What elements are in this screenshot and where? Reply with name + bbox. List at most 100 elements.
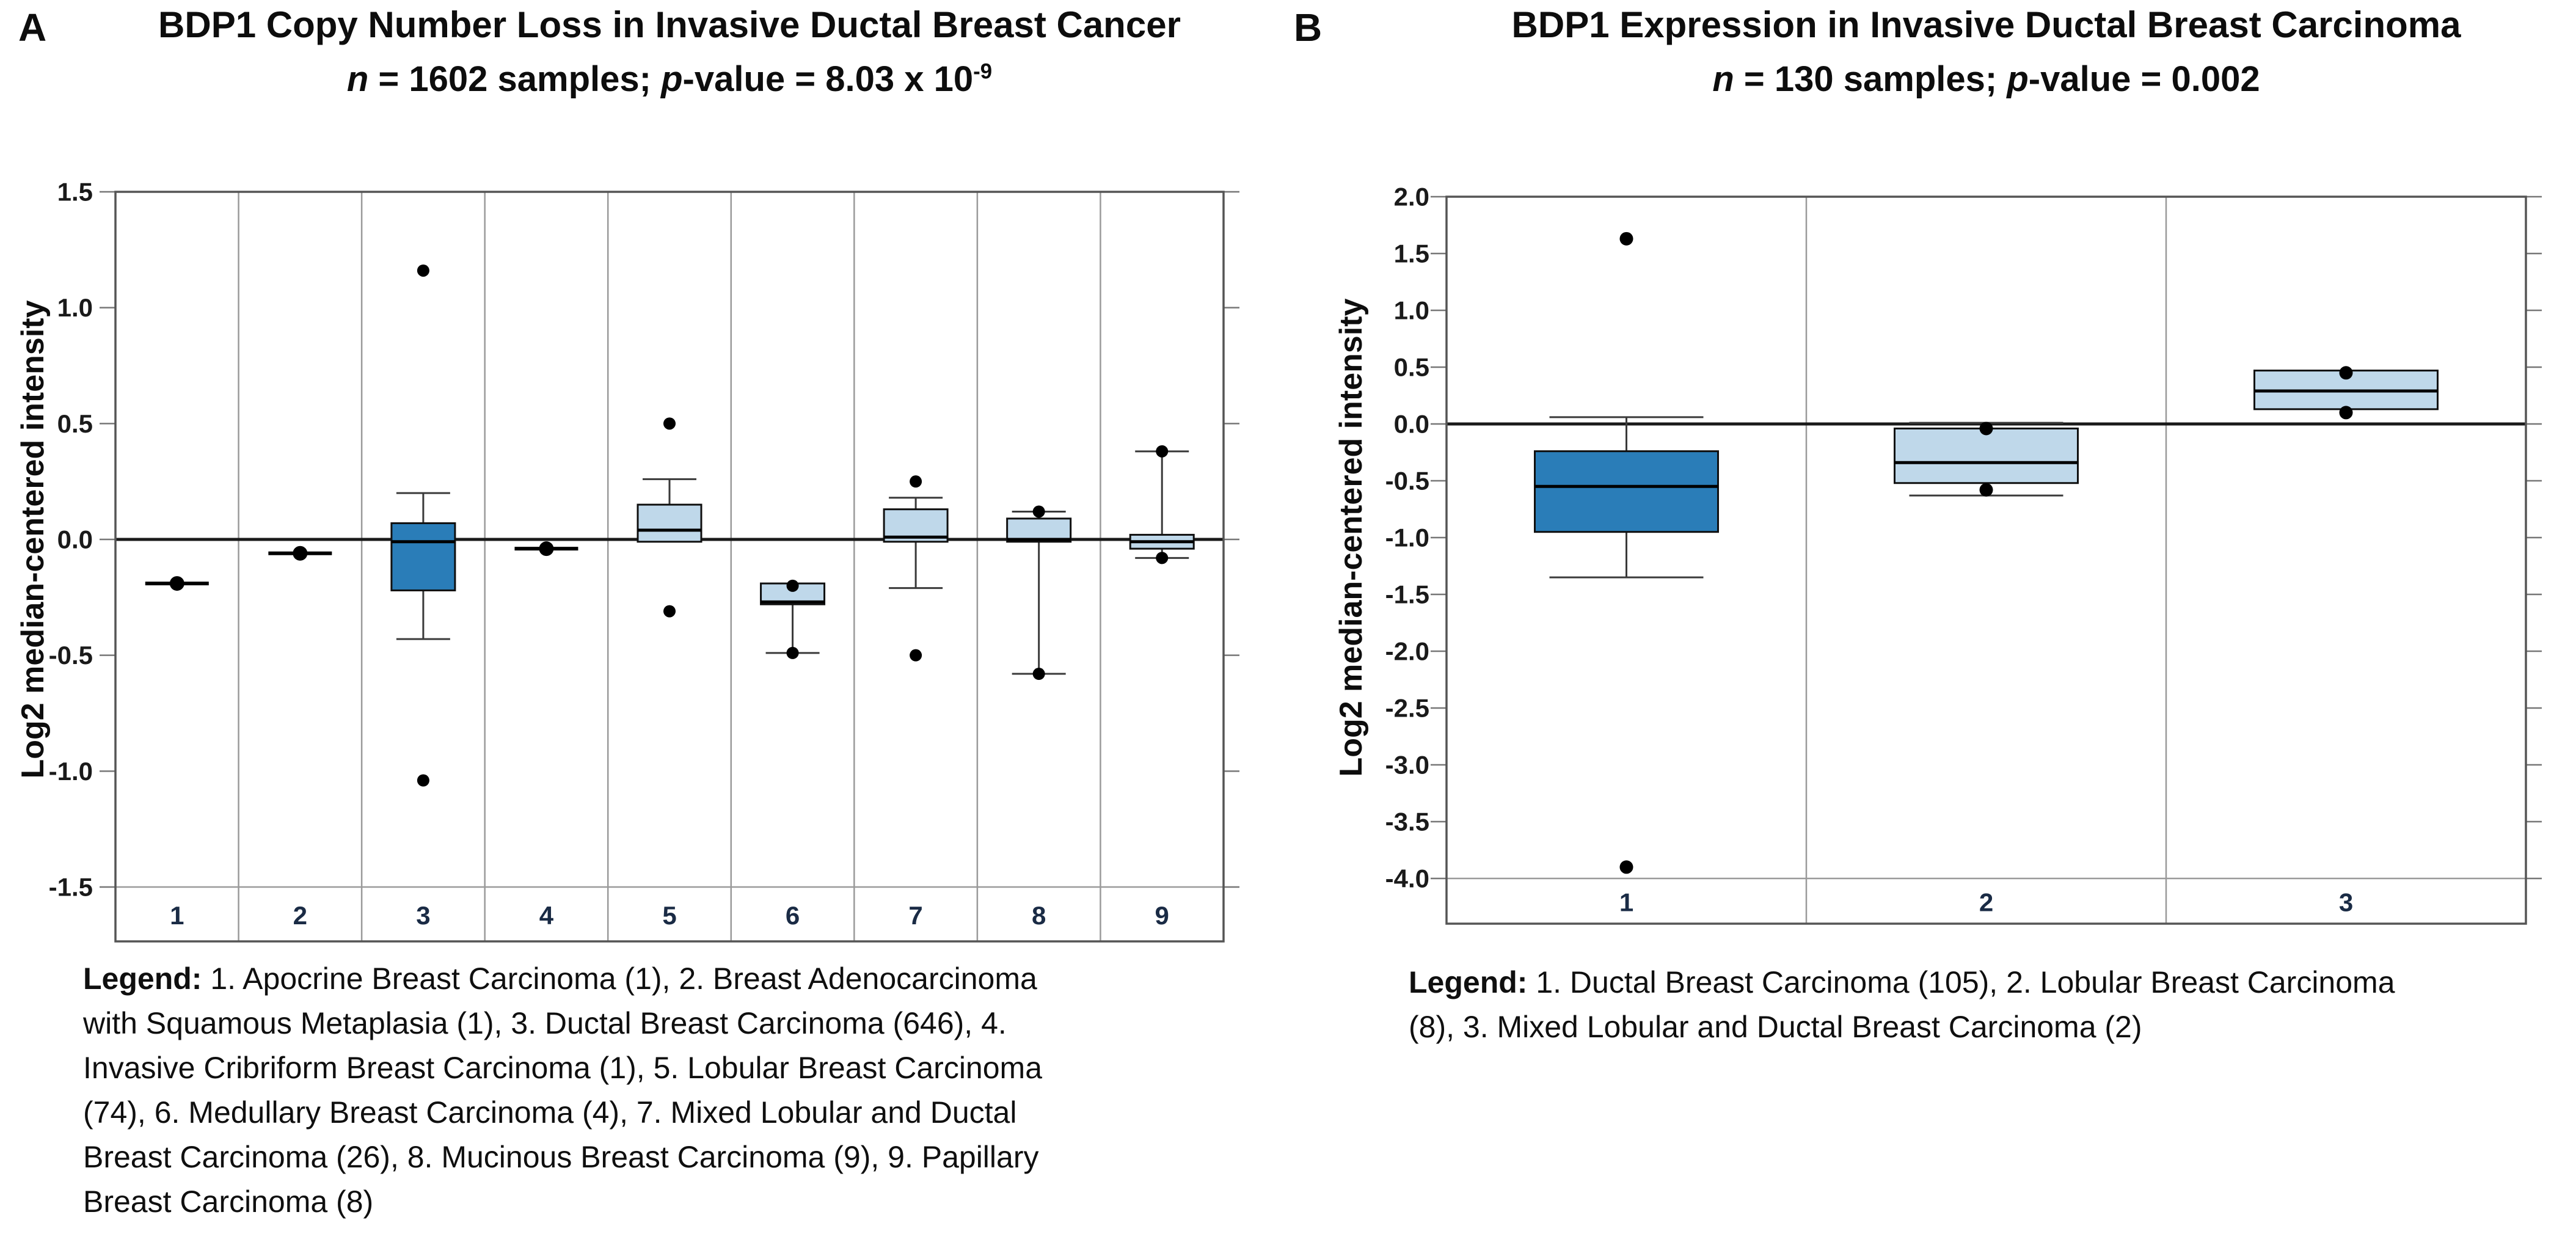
legend-line: Legend: 1. Ductal Breast Carcinoma (105)… [1409, 965, 2395, 999]
category-label: 3 [416, 901, 430, 930]
category-label: 6 [786, 901, 800, 930]
outlier-dot [663, 605, 676, 618]
y-tick-label: 1.5 [57, 178, 93, 206]
point-group [268, 546, 332, 561]
y-tick-label: -2.5 [1385, 694, 1429, 723]
subtitle-fragment: = 130 samples; [1734, 59, 2007, 99]
category-label: 8 [1032, 901, 1046, 930]
legend-line: (74), 6. Medullary Breast Carcinoma (4),… [83, 1095, 1017, 1130]
outlier-dot [663, 417, 676, 430]
subtitle-fragment: p [2007, 59, 2029, 99]
y-tick-label: 0.0 [57, 525, 93, 554]
outlier-dot [1979, 483, 1993, 497]
legend-line: with Squamous Metaplasia (1), 3. Ductal … [83, 1006, 1007, 1040]
outlier-dot [1619, 860, 1633, 874]
plot-border [1445, 195, 2527, 925]
panel-b-title: BDP1 Expression in Invasive Ductal Breas… [1511, 4, 2461, 45]
legend-prefix: Legend: [83, 962, 211, 996]
category-label: 2 [293, 901, 307, 930]
outlier-dot [1156, 445, 1169, 458]
category-label: 1 [170, 901, 184, 930]
outlier-dot [1619, 232, 1633, 246]
category-label: 5 [662, 901, 676, 930]
category-label: 3 [2339, 888, 2353, 917]
panel-a-title: BDP1 Copy Number Loss in Invasive Ductal… [158, 4, 1181, 45]
y-tick-label: -3.5 [1385, 808, 1429, 836]
y-tick-label: 1.0 [57, 293, 93, 322]
outlier-dot [910, 649, 922, 662]
legend-line: (8), 3. Mixed Lobular and Ductal Breast … [1409, 1010, 2142, 1044]
iqr-box [1894, 427, 2079, 484]
subtitle-fragment: -9 [973, 59, 993, 84]
y-tick-label: -2.0 [1385, 637, 1429, 666]
box-group [1129, 445, 1195, 564]
category-label: 9 [1155, 901, 1169, 930]
y-tick-label: -0.5 [1385, 467, 1429, 495]
category-label: 1 [1619, 888, 1633, 917]
y-tick-label: 1.5 [1394, 239, 1429, 268]
iqr-box [1534, 450, 1719, 533]
box-group [1534, 232, 1719, 874]
box-group [883, 475, 949, 662]
box-group [1006, 505, 1072, 681]
panel-a-legend: Legend: 1. Apocrine Breast Carcinoma (1)… [83, 957, 1195, 1224]
outlier-dot [1156, 552, 1169, 564]
outlier-dot [1032, 668, 1045, 681]
box-group [1894, 422, 2079, 497]
panel-b-label: B [1294, 5, 1323, 49]
outlier-dot [1032, 505, 1045, 518]
outlier-dot [417, 774, 429, 787]
box-group [390, 264, 456, 787]
outlier-dot [786, 646, 799, 659]
panel-a-subtitle: n = 1602 samples; p-value = 8.03 x 10-9 [115, 59, 1224, 100]
subtitle-fragment: -value = 0.002 [2028, 59, 2260, 99]
y-tick-label: -3.0 [1385, 751, 1429, 779]
y-tick-label: -1.5 [1385, 580, 1429, 609]
panel-b-legend: Legend: 1. Ductal Breast Carcinoma (105)… [1409, 960, 2563, 1050]
subtitle-fragment: n [1712, 59, 1734, 99]
subtitle-fragment: -value = 8.03 x 10 [682, 59, 974, 99]
outlier-dot [786, 579, 799, 592]
legend-line: Invasive Cribriform Breast Carcinoma (1)… [83, 1051, 1042, 1085]
outlier-dot [2339, 366, 2353, 380]
y-tick-label: -0.5 [49, 641, 93, 670]
panel-a-plot: 1.5 1.0 0.5 0.0 -0.5 -1.0 -1.5 Log2 median-cent… [15, 178, 1239, 943]
category-label: 7 [908, 901, 922, 930]
point-dot [293, 546, 308, 561]
y-tick-label: 1.0 [1394, 296, 1429, 325]
category-label: 4 [539, 901, 554, 930]
subtitle-fragment: n [346, 59, 369, 99]
y-tick-label: -1.0 [1385, 524, 1429, 552]
y-tick-label: -4.0 [1385, 864, 1429, 893]
y-tick-label: 0.5 [1394, 353, 1429, 382]
y-axis-label: Log2 median-centered intensity [15, 300, 51, 778]
point-dot [539, 541, 554, 557]
legend-line: Legend: 1. Apocrine Breast Carcinoma (1)… [83, 962, 1037, 996]
panel-b-plot: 2.0 1.5 1.0 0.5 0.0 -0.5 -1.0 -1.5 -2.0 -2.5 -3.0 -… [1334, 183, 2542, 925]
y-tick-label: 2.0 [1394, 183, 1429, 211]
outlier-dot [2339, 406, 2353, 420]
outlier-dot [910, 475, 922, 488]
legend-line: Breast Carcinoma (26), 8. Mucinous Breas… [83, 1140, 1039, 1174]
point-group [514, 541, 578, 557]
y-tick-label: 0.5 [57, 409, 93, 438]
subtitle-fragment: = 1602 samples; [368, 59, 662, 99]
legend-prefix: Legend: [1409, 965, 1536, 999]
panel-a-label: A [18, 5, 47, 49]
plot-border [114, 191, 1225, 943]
category-label: 2 [1979, 888, 1993, 917]
y-tick-label: 0.0 [1394, 410, 1429, 439]
subtitle-fragment: p [661, 59, 683, 99]
box-group [637, 417, 702, 618]
y-axis-label: Log2 median-centered intensity [1334, 298, 1369, 776]
outlier-dot [1979, 422, 1993, 436]
point-group [145, 576, 209, 591]
y-tick-label: -1.0 [49, 757, 93, 786]
iqr-box [637, 503, 702, 543]
iqr-box [390, 522, 456, 591]
box-group [760, 579, 826, 659]
legend-line: Breast Carcinoma (8) [83, 1185, 374, 1219]
iqr-box [1006, 517, 1072, 543]
point-dot [169, 576, 184, 591]
